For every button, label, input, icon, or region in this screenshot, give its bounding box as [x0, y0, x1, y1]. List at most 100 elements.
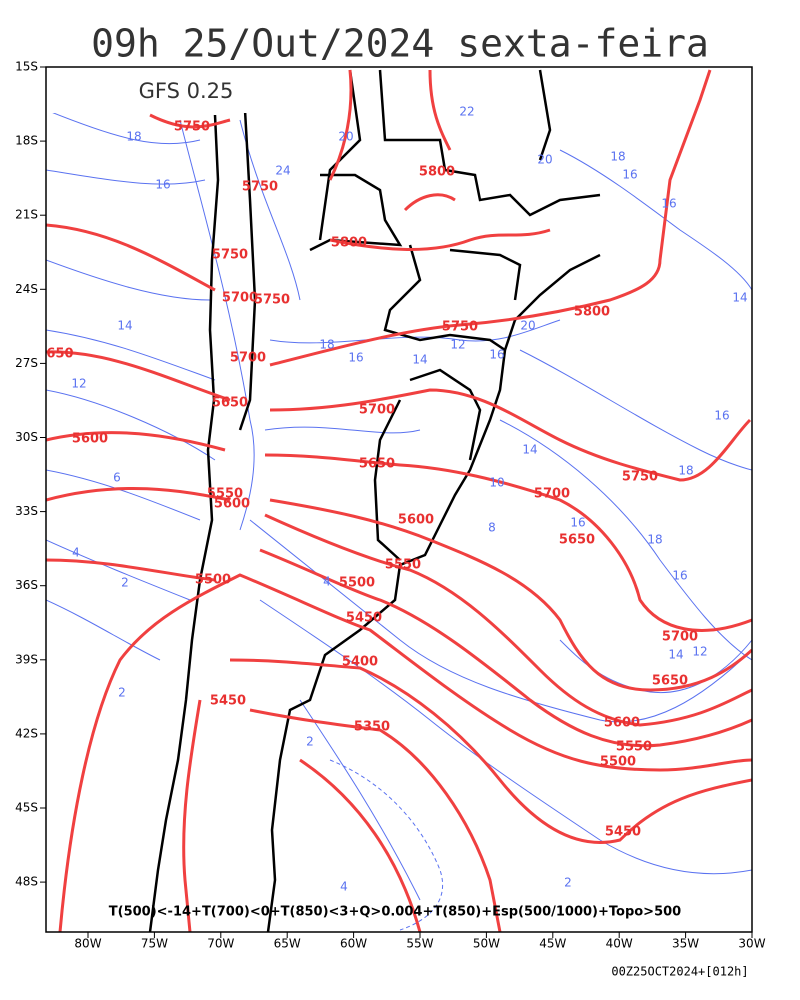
- temperature-label: 18: [126, 130, 141, 144]
- lat-label: 36S: [15, 578, 38, 592]
- temperature-label: 4: [72, 546, 80, 560]
- temperature-label: 20: [338, 130, 353, 144]
- lon-label: 30W: [738, 937, 765, 951]
- thickness-label: 5750: [242, 180, 278, 195]
- temperature-label: 20: [537, 153, 552, 167]
- thickness-label: 5600: [398, 513, 434, 528]
- lat-label: 39S: [15, 652, 38, 666]
- thickness-label: 5550: [616, 740, 652, 755]
- thickness-label: 5750: [254, 293, 290, 308]
- coastlines: [148, 69, 601, 932]
- lat-label: 33S: [15, 504, 38, 518]
- thickness-label: 5700: [230, 351, 266, 366]
- thickness-label: 5700: [222, 291, 258, 306]
- lat-label: 30S: [15, 430, 38, 444]
- temperature-label: 14: [412, 353, 427, 367]
- axes: 15S 18S 21S 24S 27S 30S 33S 36S 39S 42S 45S 48S 80W 7…: [15, 60, 766, 951]
- lat-label: 18S: [15, 134, 38, 148]
- temperature-label: 18: [319, 338, 334, 352]
- temperature-label: 14: [522, 443, 537, 457]
- thickness-label: 5450: [346, 611, 382, 626]
- lon-label: 55W: [406, 937, 433, 951]
- thickness-label: 5600: [604, 716, 640, 731]
- temperature-label: 16: [348, 351, 363, 365]
- thickness-label: 5500: [600, 755, 636, 770]
- lat-label: 15S: [15, 60, 38, 74]
- thickness-label: 5600: [72, 432, 108, 447]
- thickness-label: 5450: [210, 694, 246, 709]
- thickness-label: 5800: [419, 165, 455, 180]
- temperature-label: 16: [155, 178, 170, 192]
- lat-label: 42S: [15, 726, 38, 740]
- run-info: 00Z25OCT2024+[012h]: [611, 965, 748, 979]
- lat-label: 48S: [15, 875, 38, 889]
- lon-label: 60W: [340, 937, 367, 951]
- temperature-label: 12: [71, 377, 86, 391]
- thickness-label: 5700: [534, 487, 570, 502]
- temperature-label: 8: [488, 521, 496, 535]
- legend-text: T(500)<-14+T(700)<0+T(850)<3+Q>0.004+T(8…: [109, 905, 681, 920]
- temperature-label: 16: [622, 168, 637, 182]
- thickness-label: 5700: [359, 403, 395, 418]
- temperature-label: 16: [714, 409, 729, 423]
- thickness-label: 650: [46, 347, 73, 362]
- temperature-label: 2: [118, 686, 126, 700]
- temperature-label: 18: [647, 533, 662, 547]
- thickness-label: 5750: [174, 120, 210, 135]
- temperature-label: 6: [113, 471, 121, 485]
- temperature-label: 16: [672, 569, 687, 583]
- thickness-label: 5650: [652, 674, 688, 689]
- temperature-label: 2: [306, 735, 314, 749]
- thickness-label: 5550: [207, 487, 243, 502]
- lon-label: 40W: [606, 937, 633, 951]
- temperature-contours: [46, 109, 752, 931]
- map-frame: [45, 66, 753, 933]
- model-label: GFS 0.25: [139, 79, 234, 103]
- temperature-label: 4: [340, 880, 348, 894]
- lat-label: 24S: [15, 282, 38, 296]
- thickness-label: 5700: [662, 630, 698, 645]
- temperature-label: 2: [121, 576, 129, 590]
- thickness-label: 5750: [212, 248, 248, 263]
- thickness-label: 5500: [339, 576, 375, 591]
- lat-label: 27S: [15, 356, 38, 370]
- temperature-label: 16: [661, 197, 676, 211]
- lon-label: 70W: [207, 937, 234, 951]
- thickness-label: 5650: [212, 396, 248, 411]
- temperature-label: 18: [610, 150, 625, 164]
- temperature-label: 18: [678, 464, 693, 478]
- lat-label: 45S: [15, 801, 38, 815]
- thickness-label: 5800: [574, 305, 610, 320]
- lon-label: 50W: [473, 937, 500, 951]
- lon-label: 80W: [74, 937, 101, 951]
- thickness-label: 5800: [331, 236, 367, 251]
- temperature-label: 20: [520, 319, 535, 333]
- map-title: 09h 25/Out/2024 sexta-feira: [91, 22, 709, 66]
- temperature-label: 24: [275, 164, 290, 178]
- temperature-label: 10: [489, 476, 504, 490]
- lon-label: 65W: [274, 937, 301, 951]
- thickness-label: 5400: [342, 655, 378, 670]
- temperature-label: 12: [450, 338, 465, 352]
- thickness-label: 5500: [195, 573, 231, 588]
- thickness-label: 5450: [605, 825, 641, 840]
- temperature-label: 16: [570, 516, 585, 530]
- temperature-label: 16: [489, 348, 504, 362]
- thickness-label: 5750: [442, 320, 478, 335]
- lat-label: 21S: [15, 208, 38, 222]
- temperature-label: 22: [459, 105, 474, 119]
- temperature-label: 12: [692, 645, 707, 659]
- lon-label: 45W: [539, 937, 566, 951]
- thickness-contours: [46, 69, 752, 932]
- thickness-label: 5550: [385, 558, 421, 573]
- thickness-label: 5600: [214, 497, 250, 512]
- model-box: [46, 67, 330, 113]
- thickness-label: 5650: [559, 533, 595, 548]
- temperature-label: 14: [117, 319, 132, 333]
- lon-label: 75W: [141, 937, 168, 951]
- temperature-label: 14: [668, 648, 683, 662]
